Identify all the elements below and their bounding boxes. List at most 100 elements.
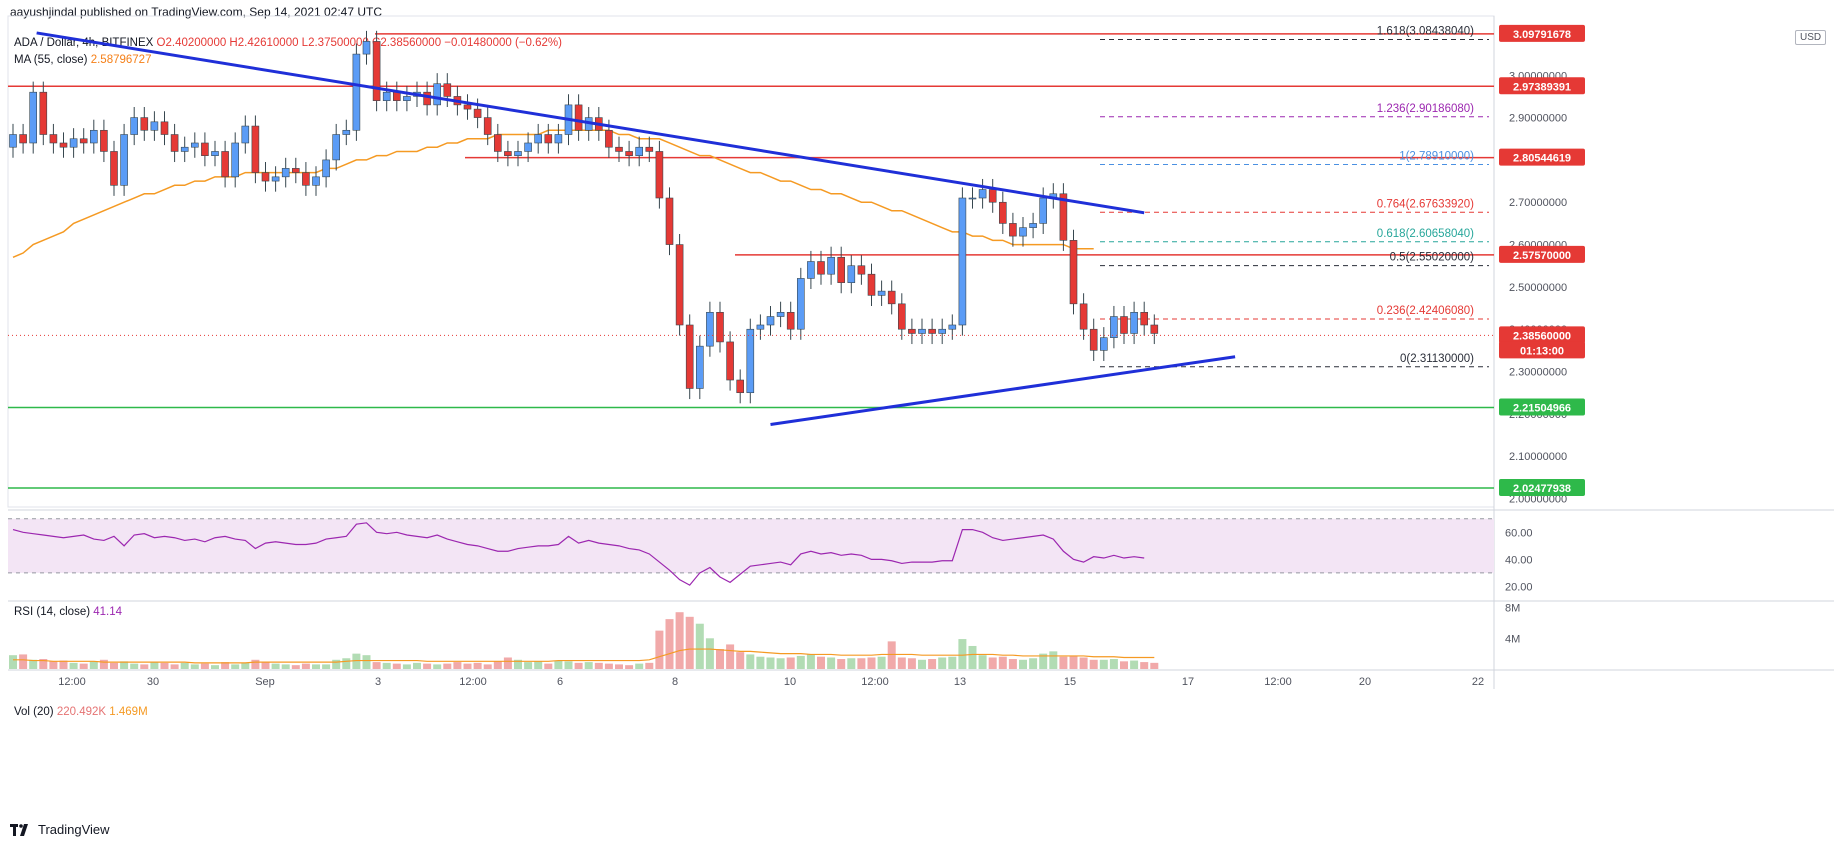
candle-body bbox=[645, 146, 654, 152]
candle bbox=[1029, 212, 1037, 239]
volume-bar bbox=[675, 612, 684, 669]
candle bbox=[1120, 305, 1128, 345]
volume-bar bbox=[69, 662, 78, 669]
candle-body bbox=[706, 311, 714, 347]
candle-body bbox=[635, 146, 644, 156]
fib-level-label: 0.764(2.67633920) bbox=[1377, 198, 1474, 210]
candle bbox=[635, 136, 644, 167]
candle bbox=[1100, 327, 1108, 361]
volume-bar bbox=[453, 662, 462, 669]
volume-bar bbox=[261, 662, 270, 669]
volume-bar bbox=[271, 663, 280, 669]
volume-bar bbox=[1120, 661, 1128, 669]
candle bbox=[1019, 217, 1027, 247]
volume-bar bbox=[120, 661, 129, 669]
price-tag-label: 2.80544619 bbox=[1513, 153, 1571, 165]
y-tick-label: 2.90000000 bbox=[1509, 113, 1567, 125]
candle-body bbox=[675, 244, 684, 326]
candle-body bbox=[473, 108, 482, 118]
candle-body bbox=[796, 278, 805, 330]
x-tick-label: 15 bbox=[1064, 676, 1076, 688]
candle bbox=[1069, 229, 1078, 315]
price-tag: 01:13:00 bbox=[1499, 341, 1585, 359]
volume-bar bbox=[918, 659, 926, 669]
volume-ma-value: 1.469M bbox=[109, 706, 148, 718]
candle-body bbox=[887, 290, 896, 305]
candle bbox=[1039, 187, 1047, 234]
volume-bar bbox=[514, 659, 522, 669]
candle-body bbox=[90, 129, 98, 144]
volume-bar bbox=[1008, 659, 1017, 669]
candle bbox=[908, 318, 916, 345]
candle bbox=[685, 314, 694, 400]
candle bbox=[1009, 212, 1017, 247]
fib-level-label: 1.618(3.08438040) bbox=[1377, 26, 1474, 38]
volume-bar bbox=[978, 655, 987, 669]
volume-bar bbox=[9, 655, 17, 669]
volume-bar bbox=[140, 664, 149, 669]
volume-bar bbox=[1059, 656, 1068, 669]
candle-body bbox=[897, 303, 906, 330]
candle-body bbox=[322, 159, 330, 178]
price-pane bbox=[7, 15, 1495, 508]
candle-body bbox=[807, 261, 815, 279]
volume-bar bbox=[1150, 662, 1159, 669]
volume-bar bbox=[604, 663, 613, 669]
volume-bar bbox=[1140, 662, 1149, 669]
candle bbox=[493, 123, 502, 163]
candle bbox=[978, 178, 987, 209]
price-tag: 2.21504966 bbox=[1499, 398, 1585, 416]
rsi-value: 41.14 bbox=[93, 606, 123, 618]
volume-label: Vol (20) bbox=[14, 706, 54, 718]
candle bbox=[988, 178, 997, 213]
price-tag-label: 2.21504966 bbox=[1513, 403, 1571, 415]
candle-body bbox=[302, 172, 310, 186]
volume-bar bbox=[564, 661, 573, 669]
volume-bar bbox=[998, 656, 1007, 669]
candle bbox=[968, 187, 977, 209]
volume-bar bbox=[887, 641, 896, 669]
volume-bar bbox=[534, 661, 543, 669]
candle-body bbox=[756, 324, 765, 330]
candle-body bbox=[382, 91, 391, 101]
candle-body bbox=[211, 151, 219, 156]
candle bbox=[675, 233, 684, 336]
volume-bar bbox=[806, 654, 815, 669]
candle bbox=[433, 73, 442, 116]
candle bbox=[857, 255, 866, 285]
volume-bar bbox=[685, 616, 694, 669]
candle-body bbox=[837, 256, 846, 283]
candle bbox=[877, 280, 886, 306]
x-tick-label: 13 bbox=[954, 676, 966, 688]
candle-body bbox=[988, 189, 997, 203]
volume-bar bbox=[332, 659, 341, 669]
candle bbox=[90, 119, 98, 154]
volume-bar bbox=[1029, 658, 1038, 669]
price-tag: 2.38560000 bbox=[1499, 326, 1585, 344]
candle-body bbox=[928, 328, 936, 334]
price-tag-bg bbox=[1499, 24, 1585, 42]
candle bbox=[756, 314, 765, 340]
volume-value: 220.492K bbox=[56, 706, 107, 718]
volume-bar bbox=[1069, 655, 1078, 669]
volume-bar bbox=[503, 657, 512, 669]
candle-body bbox=[544, 134, 553, 144]
candle bbox=[1089, 318, 1098, 361]
candle bbox=[180, 136, 189, 163]
volume-tick-label: 4M bbox=[1505, 633, 1520, 645]
candle-body bbox=[291, 168, 300, 173]
candle bbox=[9, 123, 17, 158]
volume-bar bbox=[524, 662, 533, 669]
candle-body bbox=[9, 134, 17, 148]
volume-bar bbox=[907, 658, 916, 669]
candle-body bbox=[574, 104, 583, 131]
price-tag-bg bbox=[1499, 479, 1585, 497]
volume-bar bbox=[766, 657, 775, 669]
currency-button[interactable]: USD bbox=[1795, 30, 1827, 45]
volume-bar bbox=[776, 658, 785, 669]
candle bbox=[998, 191, 1007, 234]
volume-bar bbox=[786, 657, 795, 669]
volume-bar bbox=[160, 662, 169, 669]
candle-body bbox=[1029, 223, 1037, 228]
